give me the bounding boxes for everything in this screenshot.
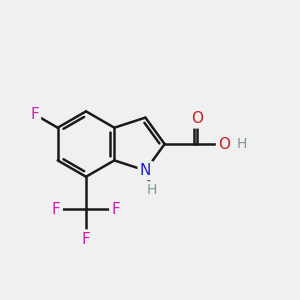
- Text: F: F: [82, 232, 90, 247]
- Text: F: F: [30, 107, 39, 122]
- Text: N: N: [140, 163, 151, 178]
- Text: O: O: [218, 136, 230, 152]
- Text: F: F: [111, 202, 120, 217]
- Text: H: H: [237, 137, 247, 151]
- Text: O: O: [191, 111, 203, 126]
- Text: F: F: [52, 202, 61, 217]
- Text: H: H: [147, 183, 157, 197]
